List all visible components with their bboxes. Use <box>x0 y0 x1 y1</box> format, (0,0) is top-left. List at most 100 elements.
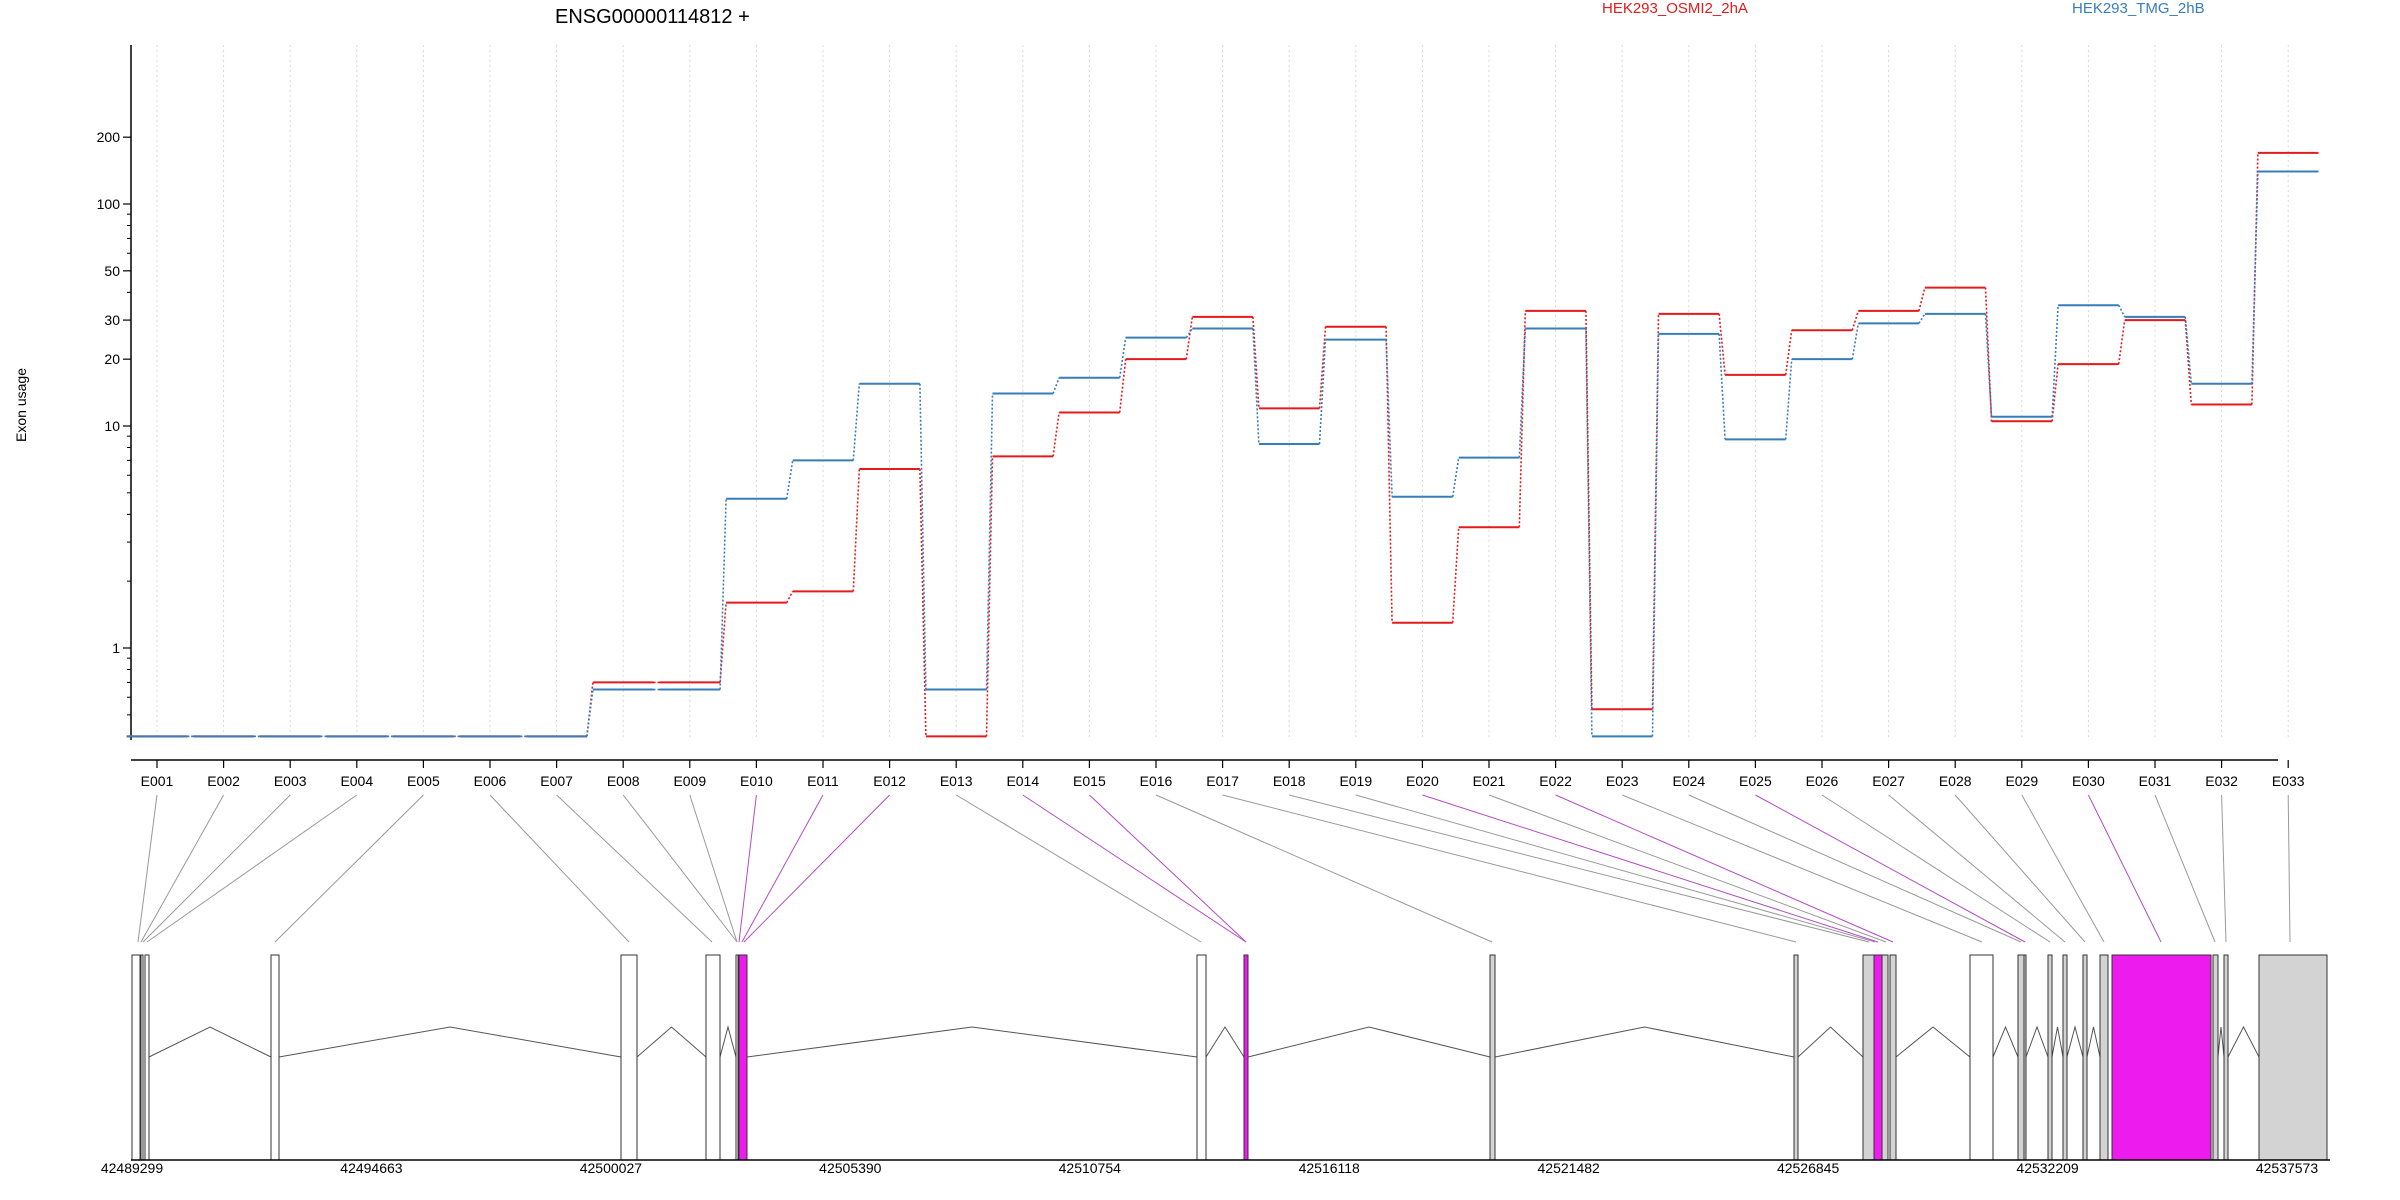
intron-line <box>1895 1026 1971 1058</box>
exon-box <box>1793 954 1799 1161</box>
exon-connector <box>738 794 757 943</box>
exon-box <box>620 954 638 1161</box>
series-connector <box>1451 457 1460 497</box>
exon-connector <box>743 794 890 943</box>
series-connector <box>785 460 794 499</box>
series-connector <box>1784 359 1793 440</box>
intron-line <box>1205 1026 1245 1058</box>
genome-coordinate-label: 42489299 <box>101 1160 164 1176</box>
exon-box <box>144 954 150 1161</box>
x-tick-label: E025 <box>1739 773 1772 789</box>
series-connector <box>1451 527 1460 623</box>
x-tick-label: E019 <box>1339 773 1372 789</box>
x-tick-label: E001 <box>141 773 174 789</box>
x-tick-label: E031 <box>2139 773 2172 789</box>
series-connector <box>852 383 861 461</box>
exon-box <box>2111 954 2212 1161</box>
exon-connector <box>2287 794 2291 943</box>
series-connector <box>719 602 727 683</box>
series-connector <box>719 498 727 690</box>
exon-box <box>1243 954 1249 1161</box>
intron-line <box>1494 1026 1795 1058</box>
genome-coordinate-label: 42532209 <box>2016 1160 2079 1176</box>
series-connector <box>1385 326 1393 623</box>
series-connector <box>1052 412 1060 457</box>
intron-line <box>2025 1025 2049 1058</box>
y-tick-label: 30 <box>104 312 120 328</box>
exon-connector <box>2087 794 2162 943</box>
series-connector <box>1984 313 1993 417</box>
series-connector <box>1851 310 1860 331</box>
intron-line <box>2051 1026 2064 1058</box>
x-tick-label: E017 <box>1206 773 1239 789</box>
legend-series-1: HEK293_OSMI2_2hA <box>1602 0 1748 17</box>
gene-model: 42489299 42494663 42500027 42505390 42510754… <box>101 954 2330 1176</box>
x-tick-label: E010 <box>740 773 773 789</box>
series-connector <box>1518 328 1527 458</box>
y-tick-label: 200 <box>97 129 121 145</box>
exon-connector <box>955 794 1202 943</box>
series-connector <box>2117 319 2126 365</box>
intron-line <box>2227 1025 2260 1058</box>
exon-connector <box>1022 794 1247 943</box>
exon-connector <box>137 794 158 943</box>
exon-box <box>2023 954 2027 1161</box>
exon-connector <box>1422 794 1879 943</box>
series-connector <box>1918 287 1926 312</box>
genome-coordinate-label: 42526845 <box>1777 1160 1840 1176</box>
series-connector <box>1318 326 1327 409</box>
exon-connector <box>142 794 291 943</box>
x-tick-label: E023 <box>1606 773 1639 789</box>
series-connector <box>1252 328 1260 445</box>
exon-connector <box>1355 794 1876 943</box>
series-connector <box>985 456 994 737</box>
genome-coordinate-label: 42521482 <box>1538 1160 1601 1176</box>
exon-connector <box>140 794 225 943</box>
exon-box <box>1489 954 1496 1161</box>
exon-connector <box>1555 794 1894 943</box>
exon-connector <box>2021 794 2105 943</box>
exon-connector <box>1289 794 1870 943</box>
exon-connector-lines <box>137 794 2291 943</box>
series-connector <box>1518 310 1527 528</box>
exon-box <box>140 954 144 1161</box>
exon-box <box>1196 954 1207 1161</box>
series-connector <box>1784 330 1793 375</box>
x-tick-label: E029 <box>2005 773 2038 789</box>
exon-connector <box>274 794 424 943</box>
x-tick-label: E014 <box>1006 773 1039 789</box>
exon-connector <box>689 794 738 943</box>
y-tick-label: 1 <box>112 640 120 656</box>
genome-coordinate-label: 42494663 <box>340 1160 403 1176</box>
genome-coordinate-label: 42537573 <box>2256 1160 2319 1176</box>
series-connector <box>985 393 994 690</box>
exon-connector <box>556 794 713 943</box>
series-connector <box>1118 359 1127 413</box>
y-tick-label: 100 <box>97 196 121 212</box>
y-tick-label: 10 <box>104 418 120 434</box>
series-connector <box>1318 339 1327 445</box>
x-tick-label: E026 <box>1806 773 1839 789</box>
exon-connector <box>146 794 358 943</box>
series-connector <box>852 468 861 592</box>
x-tick-label: E033 <box>2272 773 2305 789</box>
x-tick-label: E030 <box>2072 773 2105 789</box>
x-tick-label: E024 <box>1672 773 1705 789</box>
series-connector <box>2051 305 2059 417</box>
genome-coordinate-label: 42516118 <box>1299 1160 1360 1176</box>
x-tick-label: E028 <box>1939 773 1972 789</box>
exon-box <box>270 954 280 1161</box>
series-connector <box>2184 316 2193 384</box>
genome-coordinate-label: 42505390 <box>819 1160 882 1176</box>
series-connector <box>1185 328 1193 339</box>
series-connector <box>1185 316 1194 360</box>
chart-series <box>126 151 2319 738</box>
exon-connector <box>1821 794 2051 943</box>
x-tick-label: E015 <box>1073 773 1106 789</box>
exon-box <box>2223 954 2229 1161</box>
series-connector <box>1651 333 1660 737</box>
exon-connector <box>622 794 738 943</box>
series-connector <box>919 469 927 737</box>
exon-connector <box>489 794 630 943</box>
